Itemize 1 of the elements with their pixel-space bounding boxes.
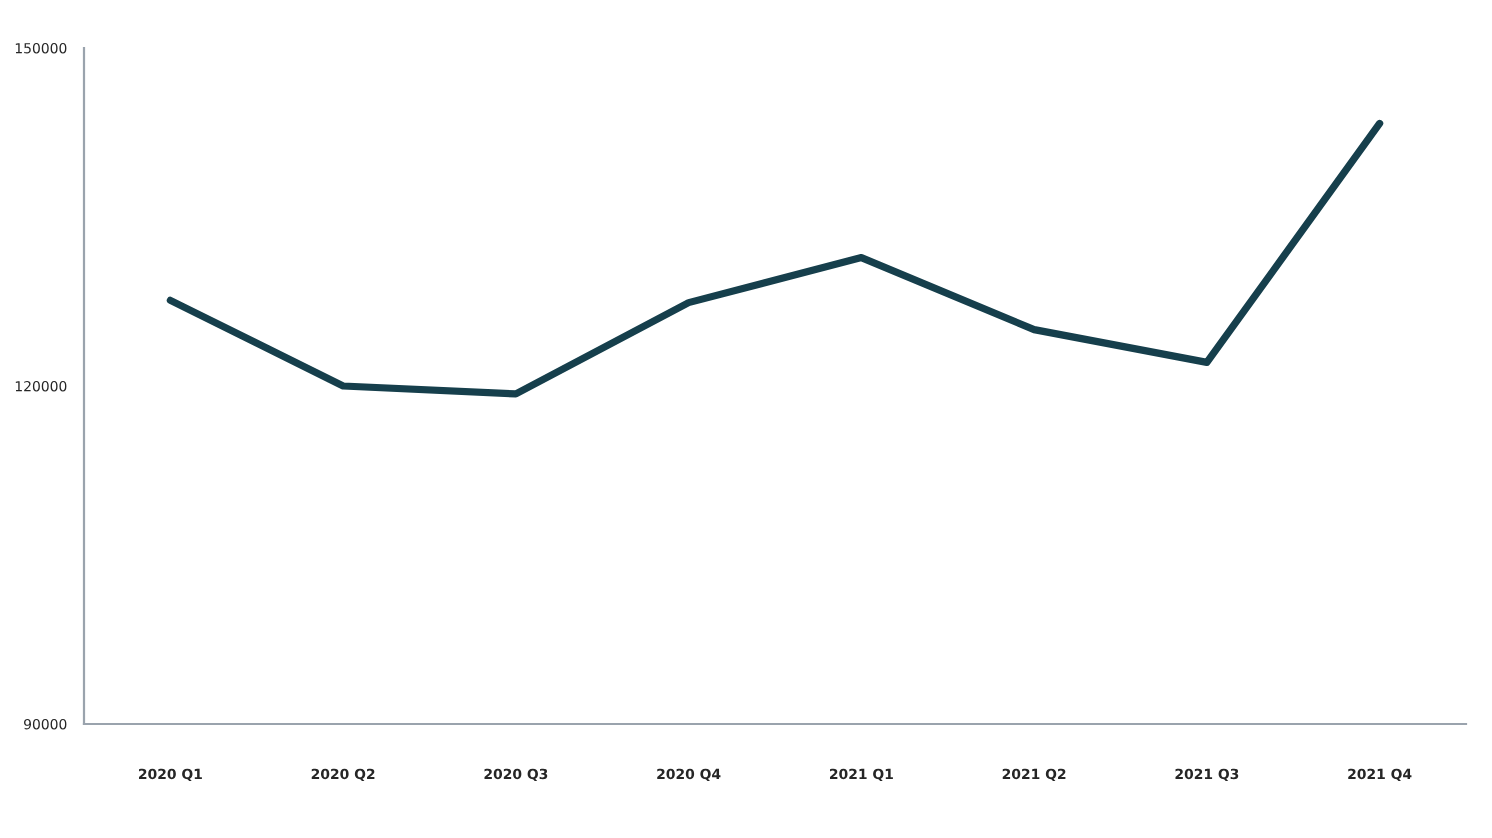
line-series xyxy=(166,119,1384,398)
